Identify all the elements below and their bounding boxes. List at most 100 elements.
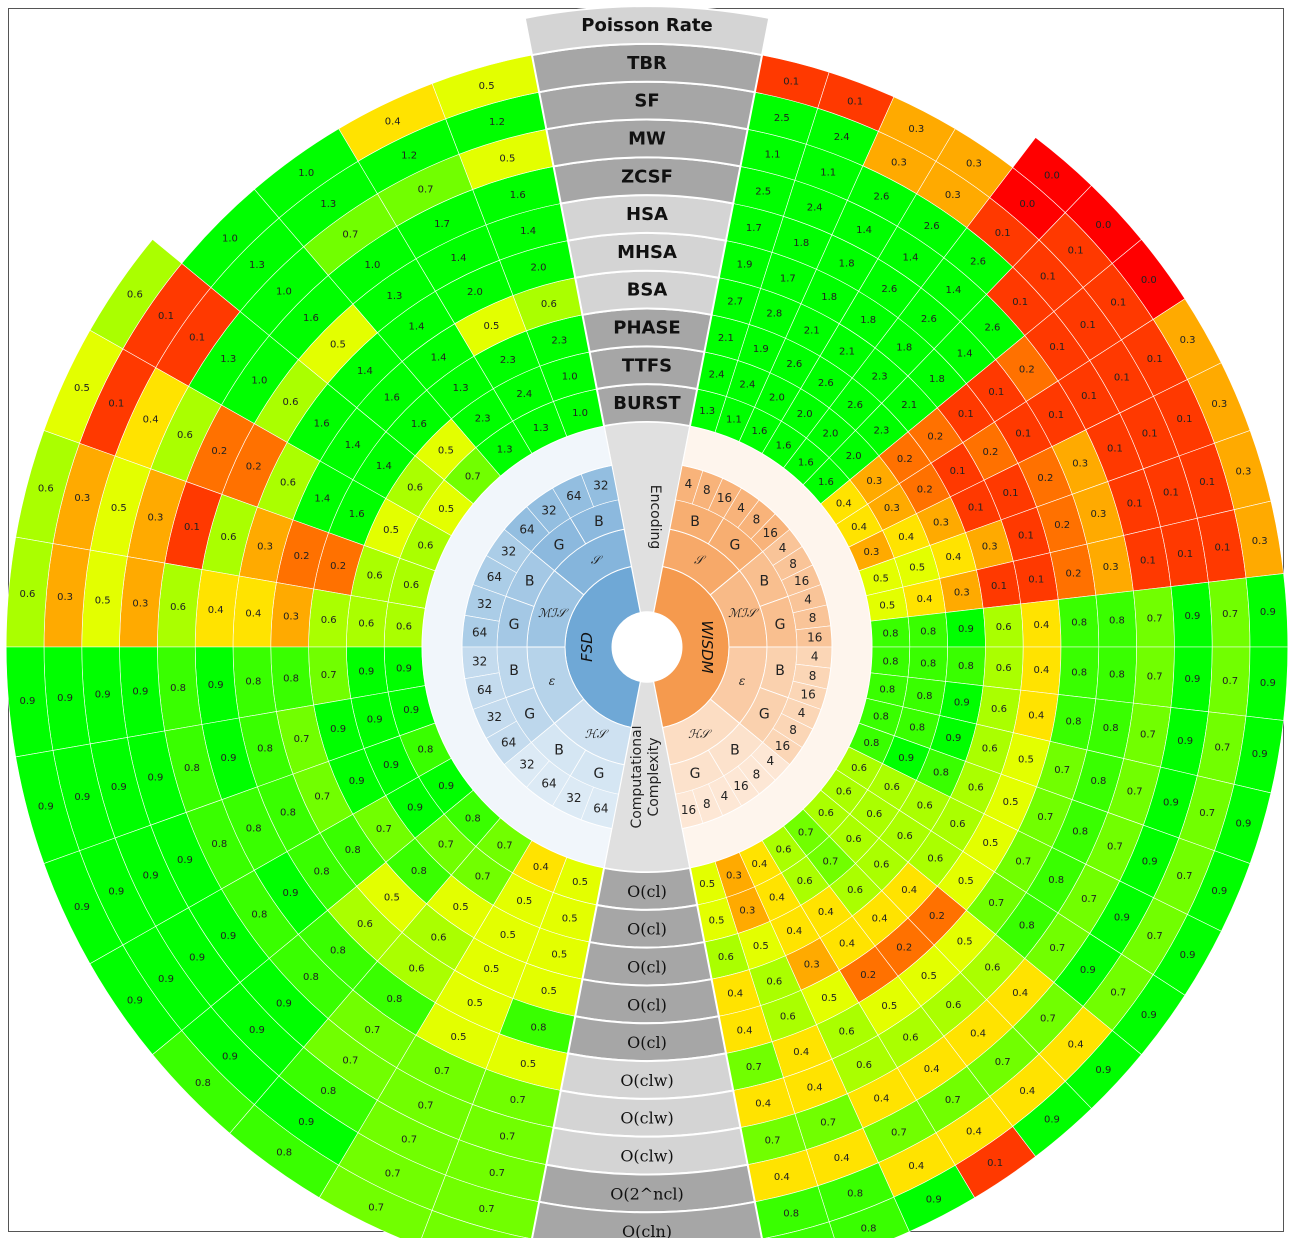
fsd-value-11-8: 0.9	[189, 952, 205, 963]
fsd-value-3-6: 1.6	[303, 313, 319, 324]
wisdm-value-9-9: 0.1	[1199, 477, 1215, 488]
fsd-value-1-6: 1.7	[434, 219, 450, 230]
wisdm-value-2-3: 2.1	[804, 325, 820, 336]
fsd-value-15-0: 0.5	[572, 877, 588, 888]
wisdm-value-9-4: 0.1	[1018, 531, 1034, 542]
wisdm-value-7-4: 0.2	[982, 447, 998, 458]
fsd-value-11-9: 0.9	[158, 974, 174, 985]
wisdm-length-label-0-0-0: 4	[685, 477, 693, 491]
fsd-value-12-6: 0.8	[303, 972, 319, 983]
wisdm-value-22-10: 0.8	[861, 1224, 877, 1235]
wisdm-value-3-5: 2.6	[881, 284, 897, 295]
fsd-value-1-4: 2.0	[467, 287, 483, 298]
complexity-label-0: O(cl)	[627, 882, 667, 901]
wisdm-value-14-8: 0.9	[1163, 797, 1179, 808]
wisdm-value-0-0: 1.3	[699, 406, 715, 417]
wisdm-length-label-2-1-1: 8	[789, 723, 797, 737]
wisdm-value-13-10: 0.9	[1252, 749, 1268, 760]
fsd-value-15-5: 0.5	[520, 1059, 536, 1070]
wisdm-value-21-5: 0.6	[839, 1027, 855, 1038]
complexity-label-7: O(clw)	[620, 1147, 673, 1166]
fsd-value-6-7: 0.3	[147, 512, 163, 523]
wisdm-metric-label-3: ℋ𝒮	[688, 727, 713, 741]
fsd-value-7-1: 0.6	[358, 618, 374, 629]
wisdm-value-8-10: 0.3	[1211, 399, 1227, 410]
fsd-value-4-0: 0.5	[438, 504, 454, 515]
fsd-length-label-3-0-1: 64	[541, 776, 556, 790]
wisdm-value-7-2: 0.2	[917, 485, 933, 496]
fsd-value-13-4: 0.6	[409, 963, 425, 974]
wisdm-value-10-9: 0.1	[1214, 542, 1230, 553]
complexity-label-1: O(cl)	[627, 920, 667, 939]
fsd-value-0-2: 2.3	[551, 335, 567, 346]
wisdm-value-21-2: 0.4	[786, 926, 802, 937]
fsd-value-7-5: 0.4	[208, 605, 224, 616]
wisdm-value-6-1: 0.3	[866, 476, 882, 487]
wisdm-value-21-3: 0.3	[804, 960, 820, 971]
fsd-value-2-9: 1.0	[298, 168, 314, 179]
complexity-label-5: O(clw)	[620, 1071, 673, 1090]
wisdm-value-7-7: 0.1	[1081, 391, 1097, 402]
wisdm-value-8-0: 0.3	[863, 547, 879, 558]
fsd-value-15-8: 0.7	[489, 1168, 505, 1179]
wisdm-value-19-2: 0.6	[847, 885, 863, 896]
wisdm-value-21-10: 0.9	[926, 1194, 942, 1205]
wisdm-value-13-5: 0.8	[1066, 717, 1082, 728]
fsd-value-5-6: 0.2	[211, 446, 227, 457]
wisdm-value-14-2: 0.9	[945, 733, 961, 744]
wisdm-value-1-0: 1.1	[726, 415, 742, 426]
wisdm-value-12-4: 0.4	[1033, 665, 1049, 676]
fsd-value-7-10: 0.6	[19, 589, 35, 600]
wisdm-value-21-4: 0.5	[821, 993, 837, 1004]
wisdm-value-22-9: 0.8	[847, 1188, 863, 1199]
wisdm-value-13-8: 0.9	[1177, 736, 1193, 747]
fsd-value-1-9: 0.4	[385, 117, 401, 128]
wisdm-value-12-7: 0.7	[1147, 672, 1163, 683]
method-label-8: SF	[634, 91, 659, 112]
wisdm-value-21-8: 0.7	[891, 1127, 907, 1138]
fsd-model-label-0-1: G	[554, 538, 565, 554]
fsd-length-label-3-1-1: 64	[593, 802, 608, 816]
wisdm-value-16-7: 0.7	[1081, 894, 1097, 905]
wisdm-value-11-4: 0.4	[1033, 620, 1049, 631]
fsd-value-9-3: 0.7	[294, 734, 310, 745]
wisdm-value-12-5: 0.8	[1071, 667, 1087, 678]
fsd-value-9-8: 0.9	[111, 782, 127, 793]
wisdm-length-label-1-1-0: 4	[804, 592, 812, 606]
fsd-value-10-7: 0.9	[177, 855, 193, 866]
wisdm-value-8-1: 0.4	[898, 532, 914, 543]
fsd-value-1-5: 1.4	[451, 253, 467, 264]
fsd-value-5-8: 0.4	[143, 414, 159, 425]
wisdm-model-label-1-1: G	[775, 617, 786, 633]
wisdm-value-7-6: 0.1	[1048, 410, 1064, 421]
fsd-value-13-3: 0.6	[431, 933, 447, 944]
fsd-value-1-3: 0.5	[483, 321, 499, 332]
fsd-value-5-9: 0.1	[108, 399, 124, 410]
fsd-length-label-1-0-0: 32	[501, 545, 516, 559]
fsd-length-label-3-0-0: 32	[519, 758, 534, 772]
wisdm-value-12-3: 0.6	[996, 663, 1012, 674]
wisdm-model-label-0-1: G	[729, 538, 740, 554]
fsd-value-6-0: 0.6	[403, 580, 419, 591]
fsd-value-2-4: 1.4	[409, 322, 425, 333]
fsd-value-0-7: 0.5	[499, 154, 515, 165]
fsd-value-15-1: 0.5	[562, 913, 578, 924]
wisdm-value-12-9: 0.7	[1222, 676, 1238, 687]
wisdm-label: WISDM	[698, 620, 716, 673]
wisdm-value-7-9: 0.1	[1147, 354, 1163, 365]
fsd-value-14-0: 0.4	[533, 862, 549, 873]
wisdm-value-23-4: 0.4	[737, 1025, 753, 1036]
fsd-value-3-0: 0.7	[465, 472, 481, 483]
fsd-value-8-2: 0.7	[321, 670, 337, 681]
wisdm-length-label-0-1-1: 8	[753, 512, 761, 526]
wisdm-value-9-7: 0.1	[1127, 498, 1143, 509]
wisdm-value-11-5: 0.8	[1071, 618, 1087, 629]
wisdm-value-8-2: 0.3	[933, 517, 949, 528]
wisdm-value-9-8: 0.1	[1163, 488, 1179, 499]
fsd-value-9-9: 0.9	[74, 792, 90, 803]
fsd-value-8-10: 0.9	[19, 696, 35, 707]
fsd-value-10-0: 0.8	[417, 744, 433, 755]
wisdm-value-6-9: 0.1	[1110, 297, 1126, 308]
complexity-label-4: O(cl)	[627, 1033, 667, 1052]
